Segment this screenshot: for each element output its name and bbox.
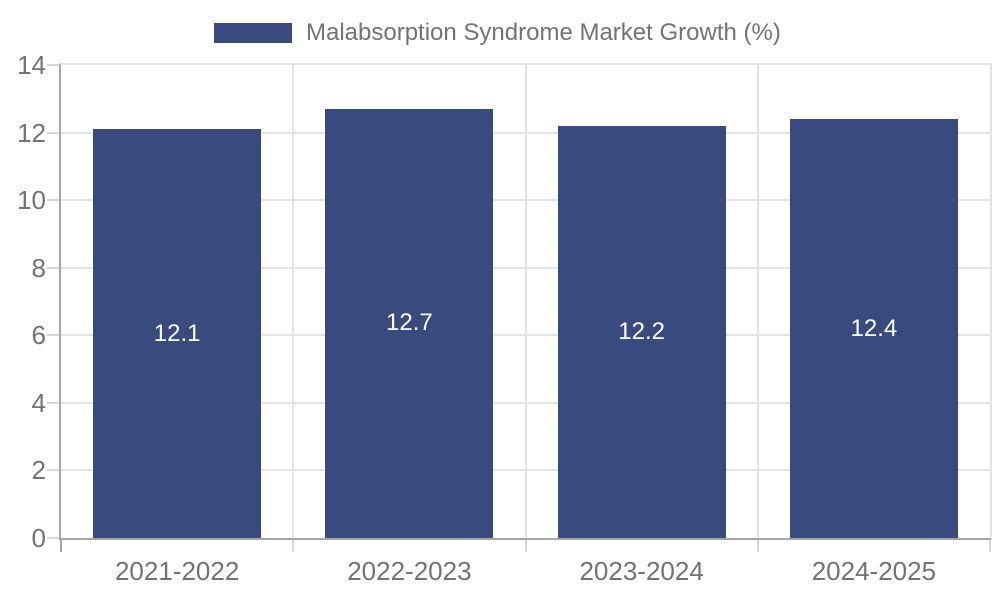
y-tick-label: 14 <box>17 50 46 80</box>
bar: 12.2 <box>557 125 726 538</box>
bar-value-label: 12.1 <box>153 319 201 347</box>
y-tick-mark <box>47 131 59 134</box>
x-tick-label: 2022-2023 <box>347 556 472 586</box>
x-tick-label: 2023-2024 <box>579 556 704 586</box>
y-tick-label: 12 <box>17 117 46 148</box>
bar: 12.1 <box>93 129 262 538</box>
y-tick-mark <box>47 64 59 66</box>
y-tick-mark <box>47 266 59 269</box>
y-tick-mark <box>47 469 59 472</box>
x-tick-mark <box>60 540 62 552</box>
y-tick-mark <box>47 199 59 202</box>
x-tick-label: 2021-2022 <box>114 556 240 586</box>
vertical-gridline <box>524 65 527 538</box>
x-tick-mark <box>292 540 295 552</box>
y-tick-label: 6 <box>31 320 46 351</box>
legend-swatch <box>214 23 292 43</box>
x-tick-mark <box>989 540 991 552</box>
plot-inner: 12.1 12.7 12.2 12.4 <box>61 65 990 538</box>
bar-value-label: 12.7 <box>386 309 433 337</box>
bar-value-label: 12.4 <box>850 314 898 342</box>
vertical-gridline <box>292 65 295 538</box>
y-tick-label: 4 <box>31 387 46 418</box>
y-tick-label: 10 <box>17 185 46 216</box>
y-tick-label: 8 <box>31 252 46 283</box>
bar: 12.4 <box>789 119 958 538</box>
y-tick-mark <box>47 334 59 337</box>
plot-area: 12.1 12.7 12.2 12.4 <box>59 63 992 540</box>
y-tick-label: 0 <box>31 523 46 553</box>
legend-label: Malabsorption Syndrome Market Growth (%) <box>306 19 781 46</box>
x-tick-mark <box>756 540 759 552</box>
vertical-gridline <box>756 65 759 538</box>
legend: Malabsorption Syndrome Market Growth (%) <box>214 19 781 47</box>
y-tick-mark <box>47 537 59 539</box>
bar-value-label: 12.2 <box>618 317 665 345</box>
x-tick-mark <box>524 540 527 552</box>
x-tick-label: 2024-2025 <box>811 556 937 586</box>
y-tick-mark <box>47 401 59 404</box>
bar: 12.7 <box>325 108 494 538</box>
y-tick-label: 2 <box>31 455 46 486</box>
